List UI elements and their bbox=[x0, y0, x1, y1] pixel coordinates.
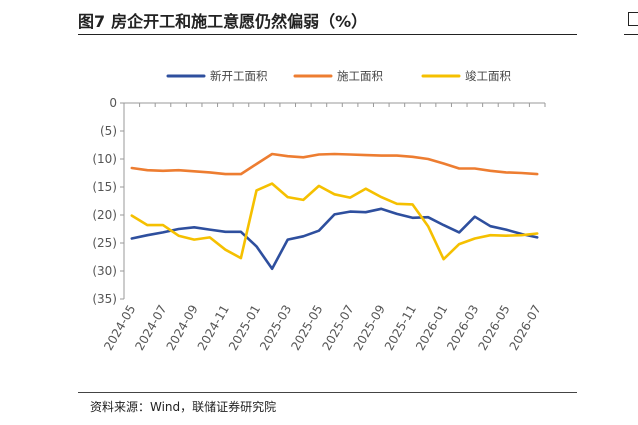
adjacent-figure-rule bbox=[624, 34, 638, 35]
chart-series bbox=[130, 152, 539, 271]
y-tick-label: (10) bbox=[92, 152, 117, 166]
y-tick-label: (15) bbox=[92, 180, 117, 194]
y-tick-label: (30) bbox=[92, 264, 117, 278]
y-tick-label: 0 bbox=[109, 96, 117, 110]
y-tick-label: (25) bbox=[92, 236, 117, 250]
figure-title-text: 房企开工和施工意愿仍然偏弱（%） bbox=[111, 12, 368, 31]
series-line-2 bbox=[130, 152, 539, 176]
chart-legend: 新开工面积 施工面积 竣工面积 bbox=[166, 69, 511, 83]
y-tick-label: (5) bbox=[100, 124, 117, 138]
legend-label-2: 施工面积 bbox=[337, 69, 383, 83]
source-rule bbox=[78, 392, 577, 393]
y-tick-label: (35) bbox=[92, 292, 117, 306]
series-line-1 bbox=[130, 207, 539, 271]
title-rule bbox=[78, 34, 577, 35]
y-tick-label: (20) bbox=[92, 208, 117, 222]
figure-title: 图7 房企开工和施工意愿仍然偏弱（%） bbox=[78, 8, 367, 32]
adjacent-figure-edge bbox=[628, 12, 638, 26]
figure-number: 图7 bbox=[78, 12, 106, 31]
series-line-3 bbox=[130, 182, 539, 261]
legend-label-3: 竣工面积 bbox=[465, 69, 511, 83]
source-note: 资料来源：Wind，联储证券研究院 bbox=[90, 400, 277, 414]
legend-label-1: 新开工面积 bbox=[210, 69, 268, 83]
